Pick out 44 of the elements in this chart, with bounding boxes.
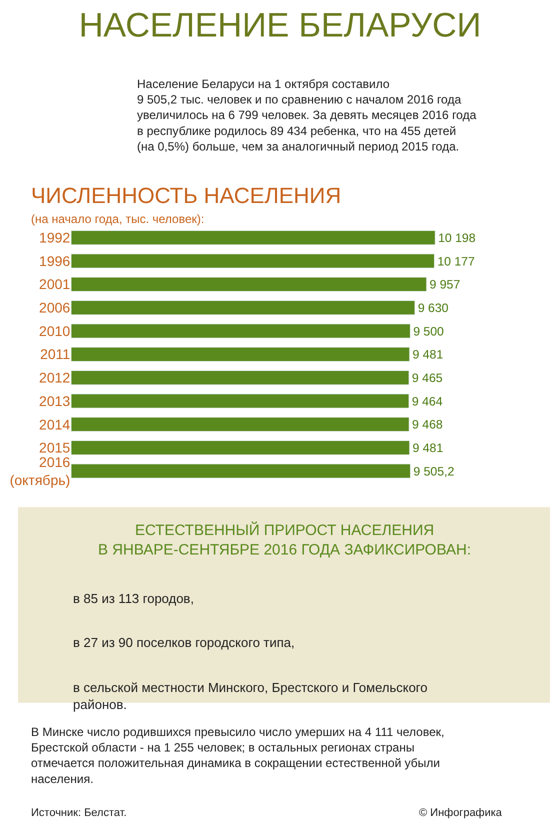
- data-label: 10 177: [437, 254, 475, 268]
- chart-title: НАСЕЛЕНИЕ БЕЛАРУСИ: [78, 6, 482, 44]
- data-label: 9 505,2: [413, 464, 454, 478]
- chart-subtitle: Население Беларуси на 1 октября составило 9 505,2 тыс. человек и по сравнению с началом 2016 года увеличилось на 6 799 человек. За девять месяцев 2016 года в республике родилось 89 434 ребенка, что на 455 детей (на 0,5%) больше, чем за аналогичный период 2015 года.: [137, 77, 477, 154]
- data-label: 9 465: [412, 371, 443, 386]
- text: в сельской местности Минского, Брестского и Гомельского районов.: [73, 680, 428, 712]
- text: ЧИСЛЕННОСТЬ НАСЕЛЕНИЯ: [31, 183, 342, 208]
- bar: [71, 464, 411, 478]
- text: В Минске число родившихся превысило число умерших на 4 111 человек, Брестской области - на 1 255 человек; в остальных регионах страны отмечается положительная динамика в сокращении естественной убыли населения.: [31, 725, 444, 786]
- data-label: 9 464: [412, 394, 443, 408]
- y-tick-label: 2016 (октябрь): [10, 454, 70, 488]
- data-label: 10 198: [438, 231, 476, 246]
- y-tick-label: 2014: [39, 416, 70, 432]
- text: © Инфографика: [419, 807, 503, 819]
- y-tick-label: 1996: [39, 252, 70, 269]
- bar: [71, 277, 427, 292]
- data-label: 9 481: [412, 348, 444, 362]
- bar: [71, 300, 416, 315]
- bar: [71, 440, 410, 455]
- bar: [71, 254, 435, 268]
- bar: [71, 394, 410, 408]
- bar: [71, 370, 410, 385]
- data-label: 9 957: [429, 278, 460, 292]
- bar: [71, 230, 436, 245]
- data-label: 9 630: [418, 301, 449, 316]
- y-tick-label: 2015: [39, 440, 70, 456]
- y-tick-label: 1992: [39, 230, 70, 246]
- text: Источник: Белстат.: [31, 807, 127, 819]
- text: в 85 из 113 городов,: [73, 591, 194, 606]
- text: в 27 из 90 поселков городского типа,: [73, 635, 295, 650]
- data-label: 9 500: [413, 324, 444, 338]
- y-tick-label: 2010: [39, 322, 70, 339]
- y-tick-label: 2001: [39, 276, 70, 292]
- text: ЕСТЕСТВЕННЫЙ ПРИРОСТ НАСЕЛЕНИЯ В ЯНВАРЕ-СЕНТЯБРЕ 2016 ГОДА ЗАФИКСИРОВАН:: [98, 521, 471, 558]
- annotation: (на начало года, тыс. человек):: [31, 212, 204, 226]
- bar: [71, 324, 410, 338]
- y-tick-label: 2011: [40, 346, 70, 362]
- bar: [71, 347, 410, 362]
- y-tick-label: 2006: [39, 300, 70, 316]
- data-label: 9 481: [412, 441, 444, 456]
- y-tick-label: 2013: [39, 392, 70, 409]
- y-tick-label: 2012: [39, 370, 70, 386]
- bar: [71, 417, 410, 432]
- data-label: 9 468: [412, 418, 443, 432]
